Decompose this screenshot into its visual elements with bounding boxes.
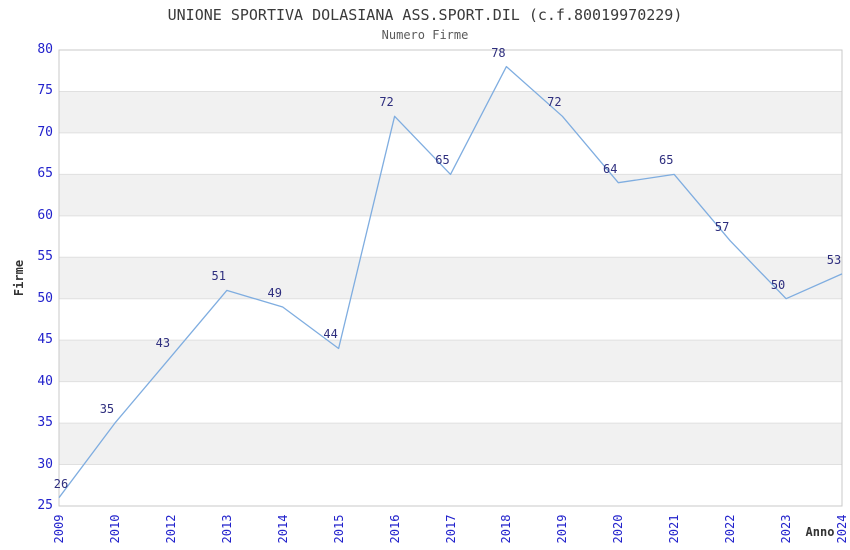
- y-tick-label: 60: [37, 207, 53, 223]
- x-tick-label: 2019: [555, 514, 570, 544]
- data-point-label: 49: [267, 286, 282, 301]
- data-point-label: 50: [770, 277, 786, 292]
- grid-band: [59, 174, 842, 216]
- x-tick-label: 2014: [275, 514, 290, 544]
- x-tick-label: 2015: [331, 514, 346, 544]
- x-tick-label: 2018: [499, 514, 514, 544]
- data-point-label: 44: [323, 327, 338, 342]
- data-point-label: 64: [603, 161, 618, 176]
- data-point-label: 65: [658, 153, 674, 168]
- data-point-label: 51: [211, 269, 226, 284]
- x-axis-label: Anno: [805, 525, 835, 539]
- y-tick-label: 40: [37, 373, 53, 389]
- data-point-label: 53: [826, 252, 842, 267]
- grid-band: [59, 423, 842, 465]
- x-tick-label: 2020: [611, 514, 626, 544]
- grid-band: [59, 91, 842, 133]
- data-point-label: 65: [435, 153, 450, 168]
- data-point-label: 57: [714, 219, 730, 234]
- x-tick-label: 2012: [163, 514, 178, 544]
- y-tick-label: 55: [37, 249, 53, 265]
- data-point-label: 35: [99, 402, 115, 417]
- x-tick-label: 2016: [387, 514, 402, 544]
- y-tick-label: 45: [37, 332, 53, 348]
- data-point-label: 78: [491, 45, 506, 60]
- x-tick-label: 2017: [443, 514, 458, 544]
- y-tick-label: 65: [37, 166, 53, 182]
- chart-subtitle: Numero Firme: [381, 28, 469, 42]
- data-line: [58, 65, 843, 499]
- y-tick-label: 25: [37, 498, 53, 513]
- grid-band: [59, 340, 842, 382]
- y-tick-label: 35: [37, 415, 53, 431]
- x-tick-label: 2013: [219, 514, 234, 544]
- data-point-label: 43: [155, 335, 171, 350]
- y-tick-label: 75: [37, 83, 53, 99]
- chart-title: UNIONE SPORTIVA DOLASIANA ASS.SPORT.DIL …: [167, 6, 683, 24]
- x-tick-label: 2021: [667, 514, 682, 544]
- plot-border: [58, 49, 843, 507]
- y-tick-label: 50: [37, 290, 53, 306]
- data-point-label: 26: [53, 476, 69, 491]
- x-tick-label: 2010: [107, 514, 122, 544]
- grid-band: [59, 257, 842, 299]
- y-tick-label: 70: [37, 124, 53, 140]
- x-tick-label: 2022: [723, 514, 738, 544]
- x-tick-label: 2024: [835, 514, 849, 544]
- y-tick-label: 30: [37, 456, 53, 472]
- data-point-label: 72: [379, 95, 394, 110]
- x-tick-label: 2023: [779, 514, 794, 544]
- data-point-label: 72: [547, 95, 562, 110]
- x-tick-label: 2009: [52, 514, 66, 544]
- y-tick-label: 80: [37, 42, 53, 57]
